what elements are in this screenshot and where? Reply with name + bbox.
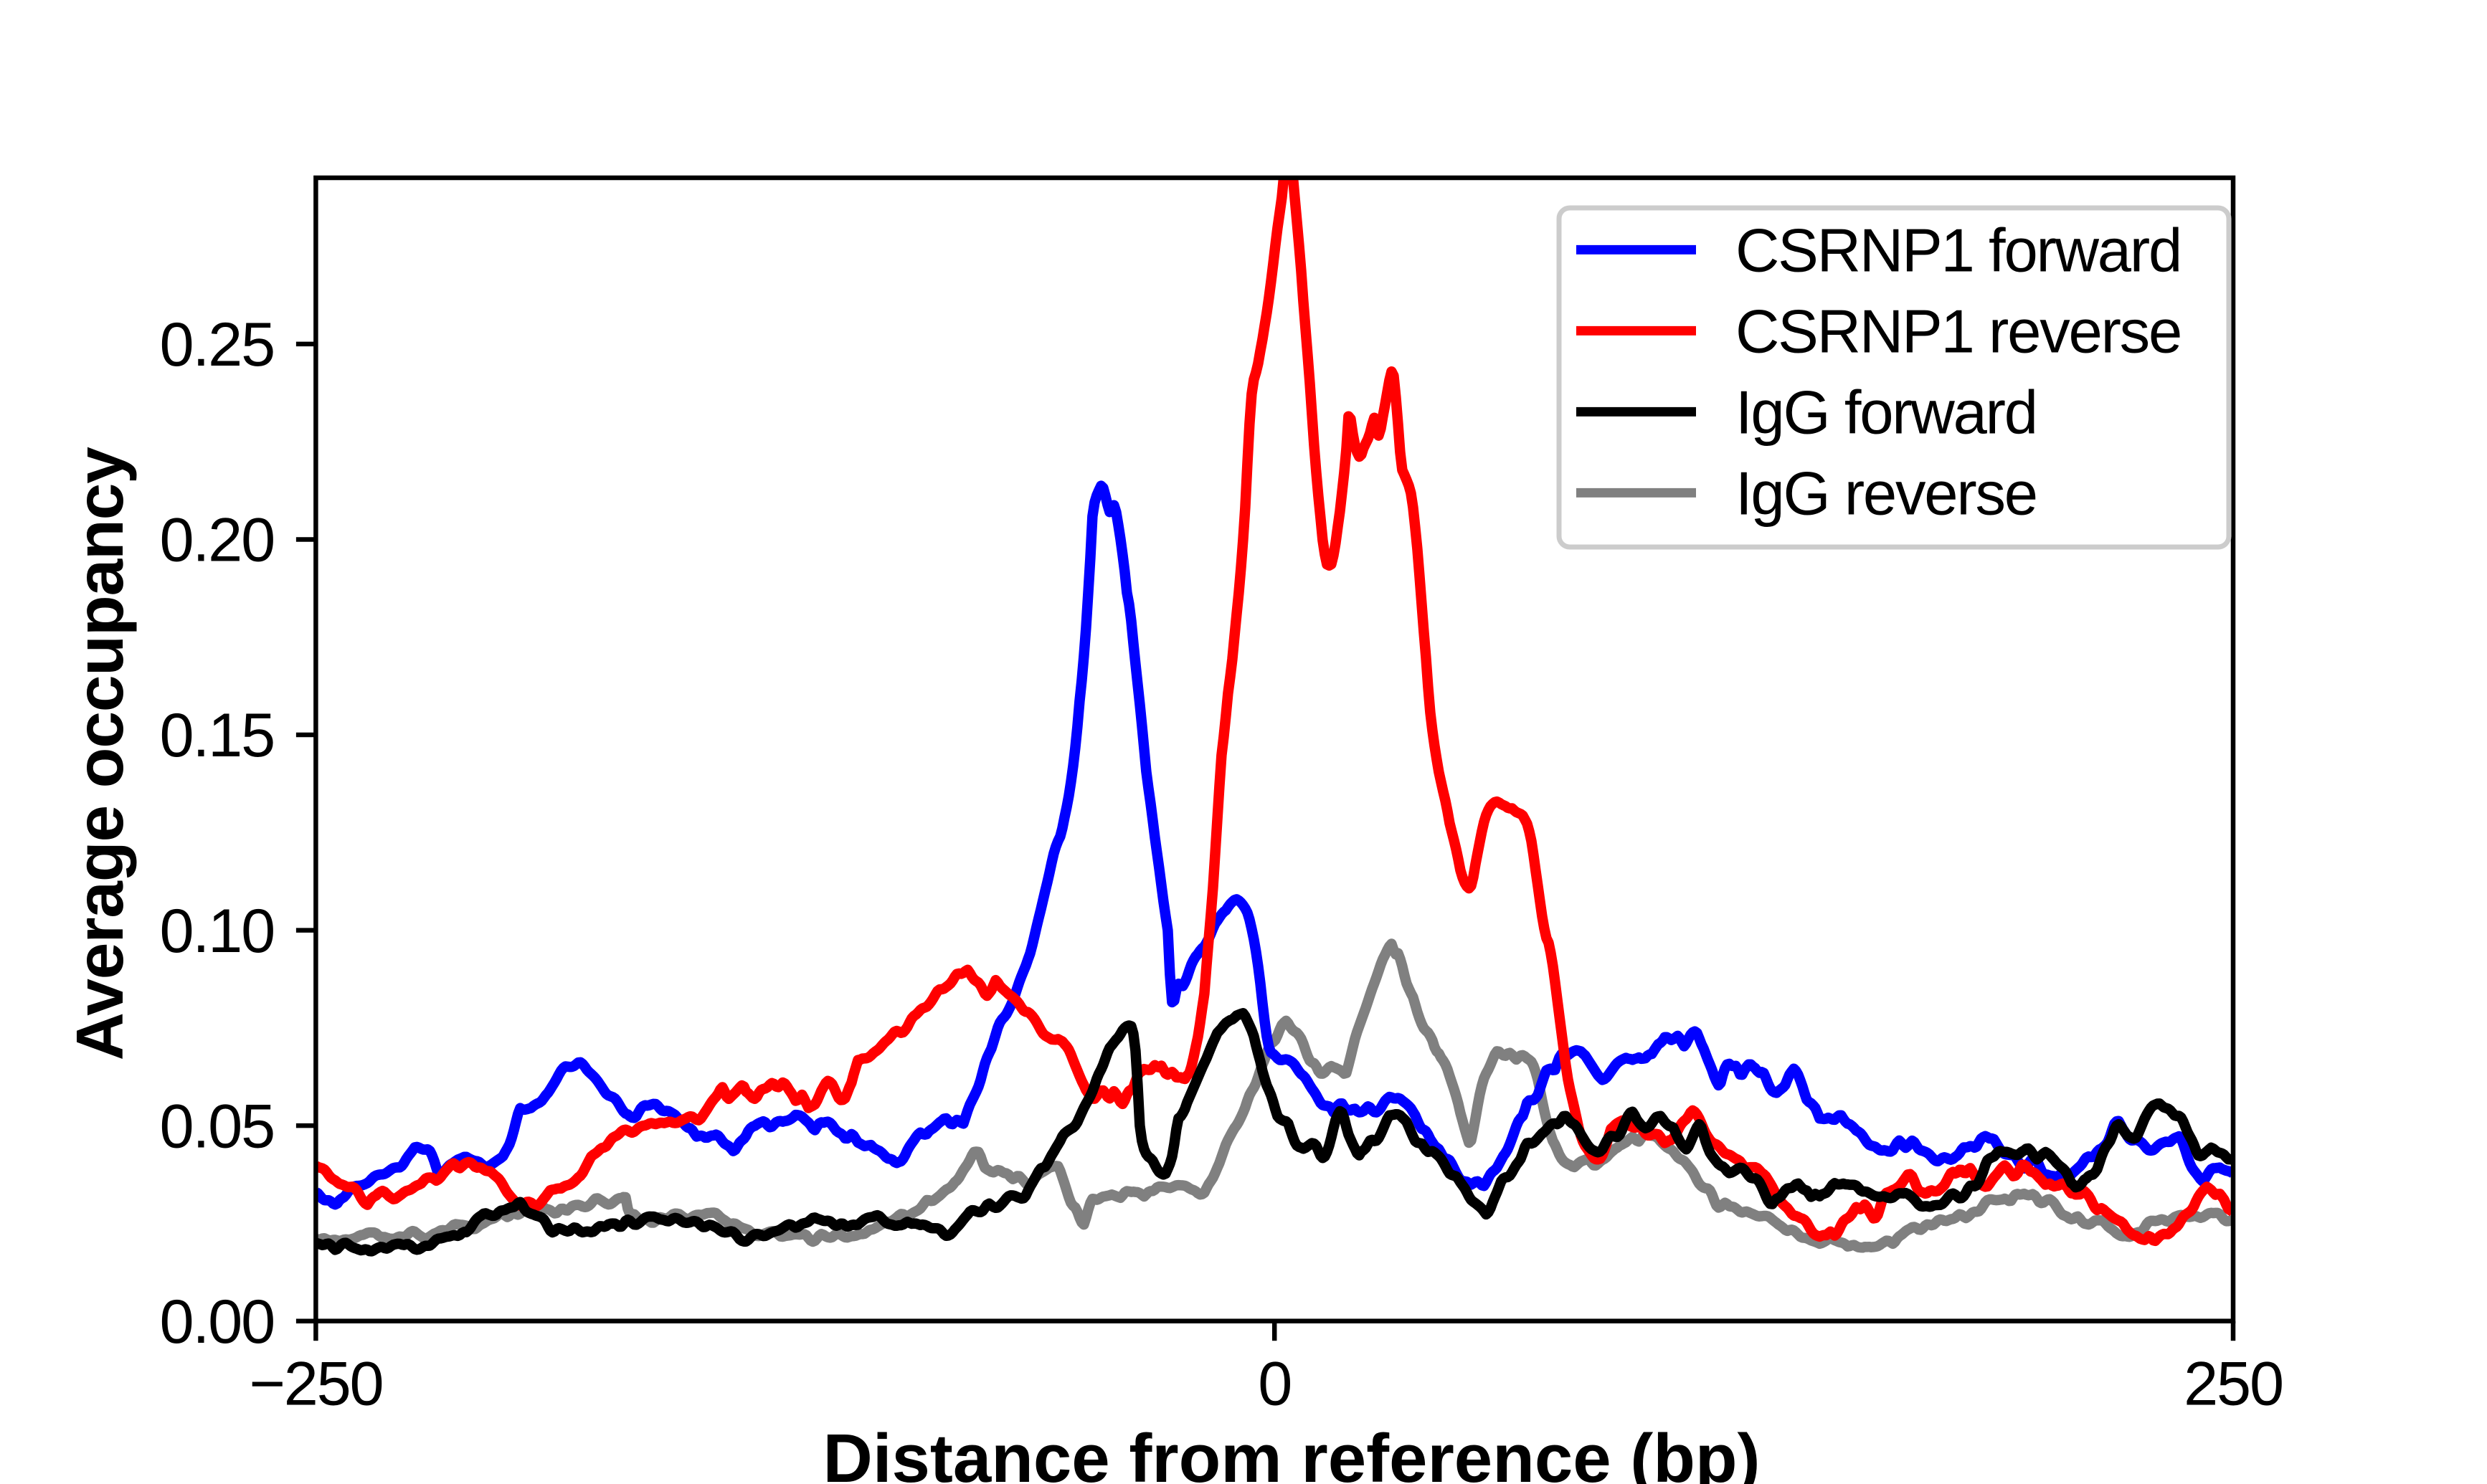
svg-text:Average occupancy: Average occupancy bbox=[62, 447, 137, 1060]
svg-text:0.25: 0.25 bbox=[159, 310, 274, 379]
svg-text:250: 250 bbox=[2184, 1349, 2283, 1418]
svg-text:0.20: 0.20 bbox=[159, 506, 274, 575]
svg-text:CSRNP1 forward: CSRNP1 forward bbox=[1735, 217, 2181, 285]
svg-text:Distance from reference (bp): Distance from reference (bp) bbox=[823, 1420, 1760, 1484]
svg-text:0: 0 bbox=[1258, 1349, 1291, 1418]
svg-text:0.00: 0.00 bbox=[159, 1288, 274, 1356]
svg-text:0.15: 0.15 bbox=[159, 701, 274, 770]
svg-text:IgG reverse: IgG reverse bbox=[1735, 460, 2037, 528]
svg-text:0.05: 0.05 bbox=[159, 1092, 274, 1161]
svg-text:0.10: 0.10 bbox=[159, 897, 274, 966]
svg-text:CSRNP1 reverse: CSRNP1 reverse bbox=[1735, 298, 2181, 366]
svg-text:IgG forward: IgG forward bbox=[1735, 379, 2037, 447]
svg-text:−250: −250 bbox=[249, 1349, 382, 1418]
